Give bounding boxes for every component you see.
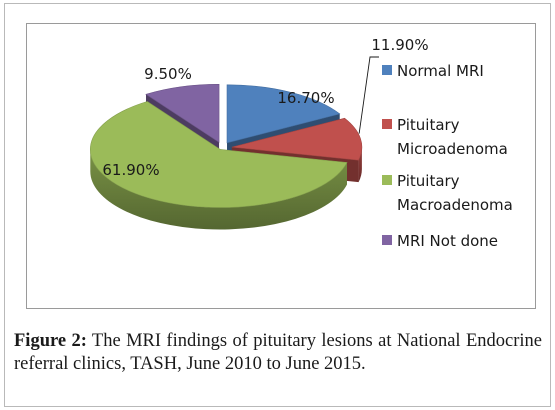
- legend-swatch-normal-mri: [382, 65, 392, 75]
- chart-area: 16.70% 11.90% 61.90% 9.50% Normal MRI Pituita…: [26, 23, 536, 309]
- figure-caption: Figure 2: The MRI findings of pituitary …: [14, 330, 542, 376]
- legend-label-pituitary-microadenoma: Pituitary: [397, 116, 460, 134]
- legend-label-pituitary-macroadenoma: Pituitary: [397, 172, 460, 190]
- pie-slice-pituitary-microadenoma: [231, 117, 363, 161]
- legend-swatch-pituitary-macroadenoma: [382, 175, 392, 185]
- caption-text: The MRI findings of pituitary lesions at…: [14, 331, 542, 374]
- legend-swatch-mri-not-done: [382, 235, 392, 245]
- legend-label-pituitary-macroadenoma: Macroadenoma: [397, 196, 513, 214]
- caption-label: Figure 2:: [14, 331, 87, 351]
- leader-line: [358, 56, 379, 134]
- pie-slice-mri-not-done: [145, 83, 220, 143]
- figure-frame: 16.70% 11.90% 61.90% 9.50% Normal MRI Pituita…: [4, 3, 551, 407]
- data-label-pituitary-microadenoma: 11.90%: [371, 36, 428, 54]
- pie-slice-side-pituitary-macroadenoma: [90, 149, 347, 230]
- data-label-pituitary-macroadenoma: 61.90%: [102, 161, 159, 179]
- data-label-mri-not-done: 9.50%: [144, 65, 192, 83]
- data-label-normal-mri: 16.70%: [277, 89, 334, 107]
- legend-label-normal-mri: Normal MRI: [397, 62, 484, 80]
- legend-label-pituitary-microadenoma: Microadenoma: [397, 140, 508, 158]
- pie-slice-side-pituitary-microadenoma: [358, 147, 362, 183]
- pie-slice-normal-mri: [226, 84, 341, 144]
- legend-swatch-pituitary-microadenoma: [382, 119, 392, 129]
- pie-slice-pituitary-macroadenoma: [90, 101, 348, 208]
- legend-label-mri-not-done: MRI Not done: [397, 232, 498, 250]
- pie-chart: 16.70% 11.90% 61.90% 9.50% Normal MRI Pituita…: [90, 36, 513, 250]
